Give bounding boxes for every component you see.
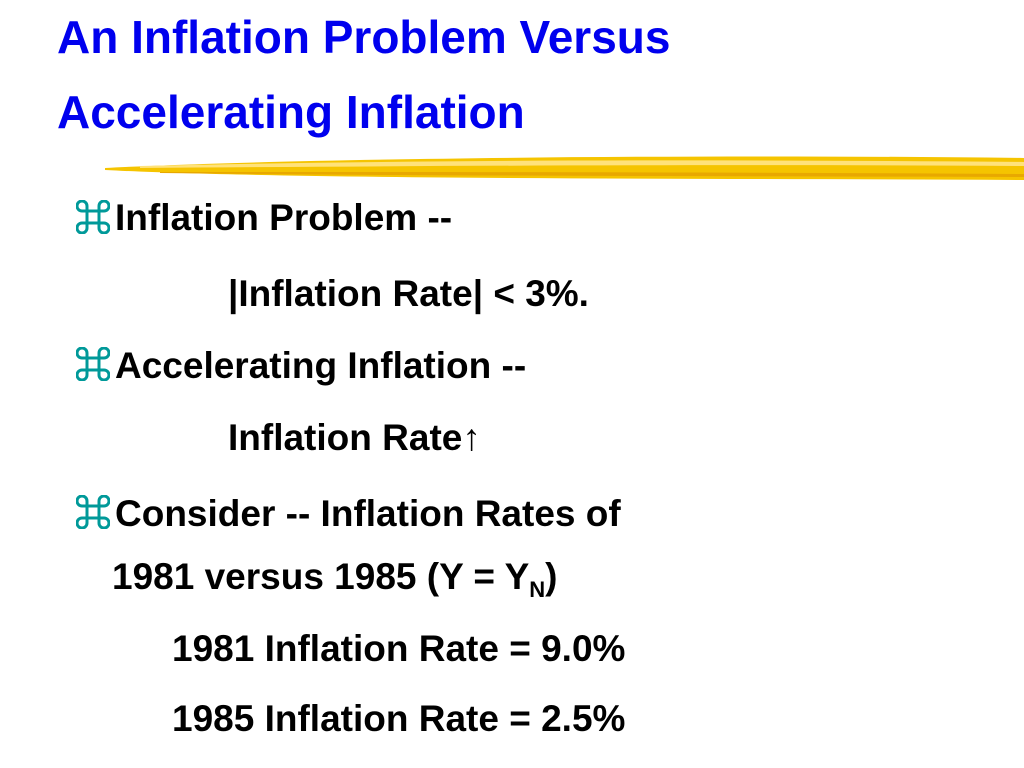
bullet-icon bbox=[76, 495, 110, 529]
bullet-icon bbox=[76, 200, 110, 234]
title-line: An Inflation Problem Versus bbox=[57, 11, 671, 63]
subscript: N bbox=[529, 577, 546, 602]
continuation-text: ) bbox=[545, 556, 558, 597]
bullet-icon bbox=[76, 347, 110, 381]
bullet-detail: |Inflation Rate| < 3%. bbox=[228, 273, 589, 314]
bullet-detail: Inflation Rate↑ bbox=[228, 417, 481, 458]
bullet-continuation: 1981 versus 1985 (Y = YN) bbox=[112, 558, 558, 601]
bullet-heading: Consider -- Inflation Rates of bbox=[115, 493, 621, 534]
bullet-heading: Inflation Problem -- bbox=[115, 197, 453, 238]
title-line: Accelerating Inflation bbox=[57, 86, 525, 138]
bullet-heading: Accelerating Inflation -- bbox=[115, 345, 527, 386]
continuation-text: 1981 versus 1985 (Y = Y bbox=[112, 556, 530, 597]
underline-stroke bbox=[105, 156, 1024, 180]
bullet-detail: 1981 Inflation Rate = 9.0% bbox=[172, 628, 626, 669]
bullet-detail: 1985 Inflation Rate = 2.5% bbox=[172, 698, 626, 739]
